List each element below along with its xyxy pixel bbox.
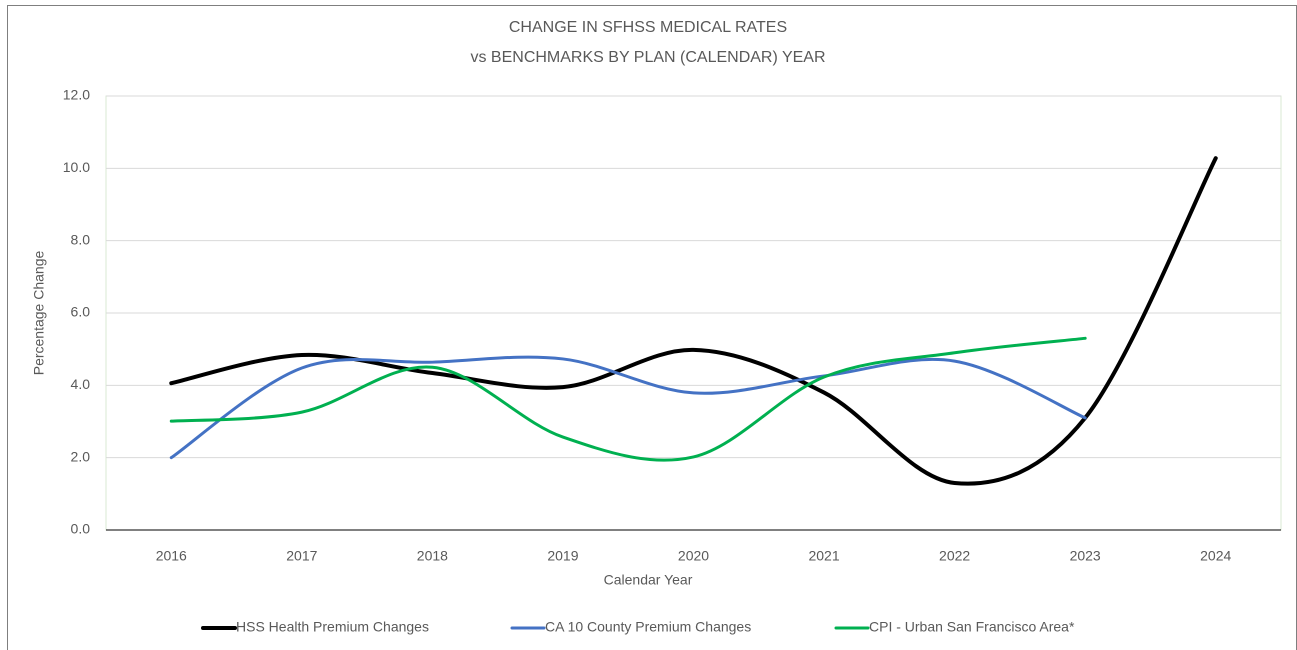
- x-tick-label: 2024: [1200, 548, 1231, 564]
- x-tick-label: 2023: [1070, 548, 1101, 564]
- y-tick-label: 8.0: [71, 231, 91, 247]
- x-tick-label: 2022: [939, 548, 970, 564]
- x-tick-label: 2016: [156, 548, 187, 564]
- x-axis-label: Calendar Year: [604, 572, 693, 588]
- legend-label: HSS Health Premium Changes: [236, 619, 429, 635]
- y-tick-label: 0.0: [71, 521, 91, 537]
- x-tick-label: 2021: [808, 548, 839, 564]
- y-tick-label: 10.0: [63, 159, 90, 175]
- y-tick-label: 6.0: [71, 304, 91, 320]
- x-tick-label: 2017: [286, 548, 317, 564]
- chart-title: vs BENCHMARKS BY PLAN (CALENDAR) YEAR: [470, 49, 825, 66]
- legend-label: CA 10 County Premium Changes: [545, 619, 751, 635]
- legend-label: CPI - Urban San Francisco Area*: [869, 619, 1075, 635]
- y-tick-label: 4.0: [71, 376, 91, 392]
- chart-title: CHANGE IN SFHSS MEDICAL RATES: [509, 19, 787, 36]
- x-tick-label: 2018: [417, 548, 448, 564]
- chart-border: [7, 5, 1297, 650]
- x-tick-label: 2020: [678, 548, 709, 564]
- y-axis-label: Percentage Change: [31, 251, 47, 376]
- series-line: [169, 355, 1087, 460]
- x-tick-label: 2019: [547, 548, 578, 564]
- y-tick-label: 12.0: [63, 87, 90, 103]
- series-line: [169, 336, 1087, 462]
- y-tick-label: 2.0: [71, 448, 91, 464]
